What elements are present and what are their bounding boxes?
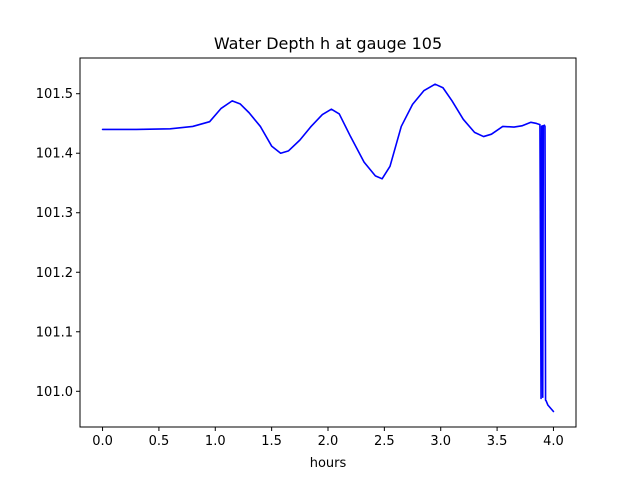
y-tick-label: 101.4 bbox=[36, 147, 73, 162]
x-tick-label: 3.5 bbox=[487, 434, 508, 449]
plot-area-frame bbox=[79, 57, 577, 428]
y-tick-label: 101.2 bbox=[36, 266, 73, 281]
ticks-layer: 0.0 0.5 1.0 1.5 2.0 2.5 3.0 3.5 4.0 101.0 101.1 101… bbox=[36, 87, 564, 449]
x-tick-label: 4.0 bbox=[543, 434, 564, 449]
x-tick-label: 2.0 bbox=[318, 434, 339, 449]
x-tick-label: 2.5 bbox=[374, 434, 395, 449]
x-axis-label: hours bbox=[310, 456, 347, 471]
chart-title: Water Depth h at gauge 105 bbox=[214, 34, 442, 53]
series-line-water-depth bbox=[101, 83, 555, 413]
x-tick-label: 3.0 bbox=[430, 434, 451, 449]
y-tick-label: 101.0 bbox=[36, 385, 73, 400]
y-tick-label: 101.1 bbox=[36, 325, 73, 340]
y-tick-label: 101.3 bbox=[36, 206, 73, 221]
x-tick-label: 1.0 bbox=[205, 434, 226, 449]
series-layer bbox=[101, 83, 555, 413]
x-tick-label: 0.0 bbox=[92, 434, 113, 449]
x-tick-label: 1.5 bbox=[261, 434, 282, 449]
x-tick-label: 0.5 bbox=[149, 434, 170, 449]
y-tick-label: 101.5 bbox=[36, 87, 73, 102]
